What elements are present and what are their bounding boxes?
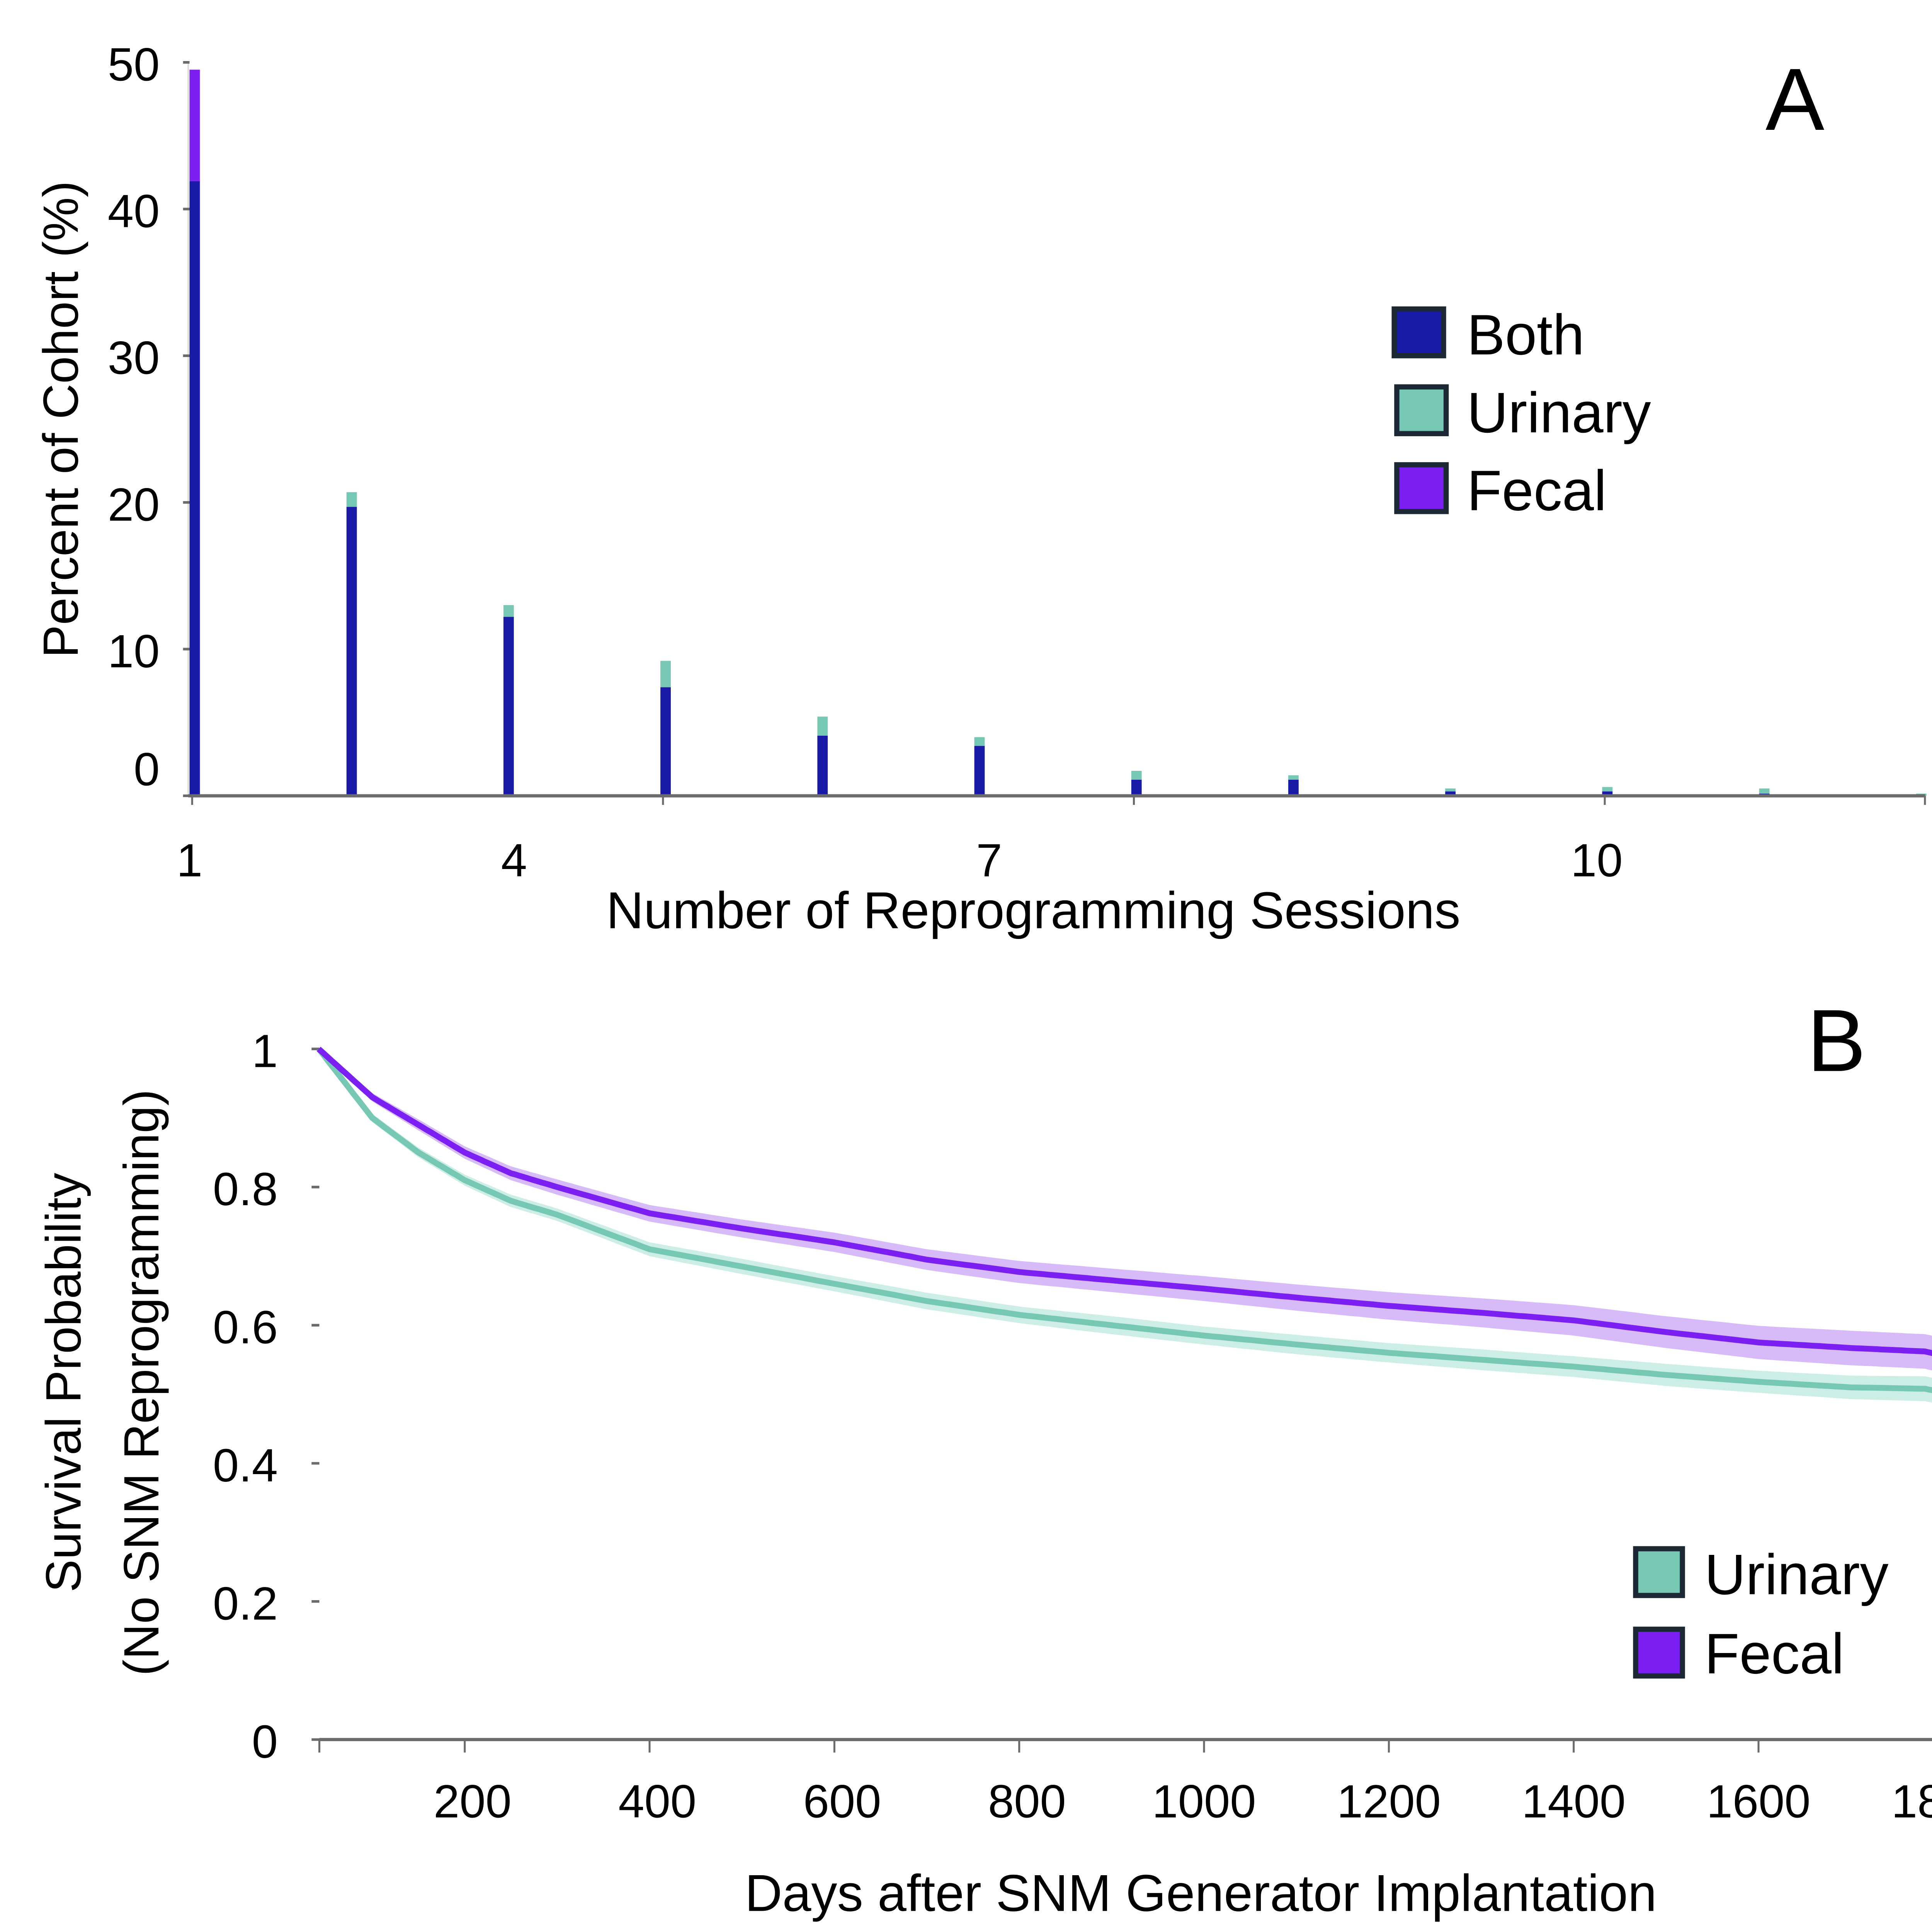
- legend-swatch-fecal: [1394, 462, 1449, 514]
- panel-b: B Survival Probability (No SNM Reprogram…: [36, 992, 1932, 1922]
- bar-both-10: [1602, 791, 1613, 796]
- bar-urinary-3: [503, 605, 514, 617]
- panel-a-y-tick-label: 40: [108, 185, 160, 237]
- legend-swatch-both: [1391, 306, 1446, 359]
- panel-b-y-tick-label: 0: [252, 1716, 278, 1768]
- panel-b-letter: B: [1807, 992, 1866, 1090]
- bar-both-4: [660, 687, 671, 796]
- legend-label-urinary: Urinary: [1704, 1543, 1888, 1607]
- panel-a-legend: Both Urinary Fecal: [1391, 303, 1651, 522]
- panel-b-y-axis-title-line2: (No SNM Reprogramming): [114, 1089, 169, 1676]
- bar-urinary-4: [660, 661, 671, 687]
- panel-a-y-tick-label: 0: [134, 743, 160, 796]
- panel-a-y-tick-label: 20: [108, 478, 160, 531]
- panel-a-y-tick-label: 50: [108, 38, 160, 90]
- panel-b-y-tick-label: 1: [252, 1025, 278, 1077]
- panel-b-x-tick-label: 200: [434, 1776, 512, 1828]
- panel-a-x-tick-label: 7: [976, 834, 1002, 886]
- panel-b-x-axis-title: Days after SNM Generator Implantation: [745, 1864, 1657, 1922]
- legend-label-fecal: Fecal: [1704, 1622, 1844, 1686]
- bar-urinary-2: [346, 492, 357, 507]
- bar-urinary-9: [1445, 788, 1456, 792]
- bar-urinary-5: [817, 716, 828, 736]
- legend-item-fecal: Fecal: [1394, 459, 1607, 522]
- bar-both-8: [1288, 779, 1299, 796]
- legend-item-fecal: Fecal: [1633, 1622, 1844, 1686]
- panel-b-y-axis: 0 0.2 0.4 0.6 0.8 1: [213, 1025, 320, 1768]
- panel-a-x-axis-title: Number of Reprogramming Sessions: [606, 881, 1461, 939]
- bar-fecal-1: [189, 70, 200, 181]
- panel-a-x-tick-label: 10: [1571, 834, 1623, 886]
- bar-both-3: [503, 617, 514, 796]
- legend-item-urinary: Urinary: [1394, 381, 1651, 445]
- legend-label-fecal: Fecal: [1467, 459, 1606, 522]
- bar-both-1: [189, 181, 200, 796]
- panel-a-y-tick-label: 30: [108, 332, 160, 384]
- panel-b-x-axis: 200 400 600 800 1000 1200 1400 1600 1800: [318, 1738, 1932, 1828]
- bar-urinary-11: [1759, 788, 1770, 794]
- mean-line-fecal: [316, 1047, 1932, 1356]
- panel-a-letter: A: [1765, 50, 1824, 149]
- panel-a-x-tick-label: 1: [177, 834, 202, 886]
- bar-both-9: [1445, 791, 1456, 796]
- bar-urinary-6: [974, 737, 985, 746]
- bar-both-7: [1131, 779, 1142, 796]
- mean-line-urinary: [316, 1047, 1932, 1393]
- legend-swatch-urinary: [1633, 1546, 1685, 1598]
- panel-b-x-tick-label: 800: [988, 1776, 1066, 1828]
- panel-b-x-tick-label: 1400: [1522, 1776, 1626, 1828]
- panel-a-y-axis-title: Percent of Cohort (%): [34, 181, 89, 658]
- panel-b-legend: Urinary Fecal: [1633, 1543, 1889, 1686]
- legend-swatch-fecal: [1633, 1626, 1685, 1679]
- bar-urinary-7: [1131, 771, 1142, 780]
- panel-b-y-tick-label: 0.6: [213, 1301, 278, 1354]
- panel-b-x-tick-label: 600: [803, 1776, 881, 1828]
- bar-both-5: [817, 735, 828, 796]
- bar-both-2: [346, 507, 357, 796]
- panel-b-x-tick-label: 1800: [1891, 1776, 1932, 1828]
- sd-band-urinary: [318, 1049, 1932, 1403]
- legend-item-urinary: Urinary: [1633, 1543, 1889, 1607]
- panel-b-y-axis-title-line1: Survival Probability: [36, 1173, 91, 1592]
- legend-swatch-urinary: [1394, 384, 1449, 436]
- panel-b-series: [316, 1047, 1932, 1403]
- panel-b-x-tick-label: 1000: [1152, 1776, 1256, 1828]
- panel-b-y-tick-label: 0.4: [213, 1439, 278, 1492]
- panel-a-x-axis: 1 4 7 10: [177, 794, 1926, 886]
- panel-a-y-axis: 0 10 20 30 40 50: [108, 38, 190, 797]
- panel-a-bars: [189, 70, 1927, 796]
- panel-b-x-tick-label: 400: [618, 1776, 696, 1828]
- bar-both-6: [974, 746, 985, 796]
- bar-urinary-10: [1602, 787, 1613, 792]
- legend-item-both: Both: [1391, 303, 1584, 367]
- legend-label-urinary: Urinary: [1467, 381, 1651, 445]
- panel-a-x-tick-label: 4: [501, 834, 527, 886]
- panel-b-x-tick-label: 1600: [1706, 1776, 1810, 1828]
- panel-b-y-tick-label: 0.8: [213, 1163, 278, 1215]
- legend-label-both: Both: [1467, 303, 1584, 367]
- panel-a: A Percent of Cohort (%) Number of Reprog…: [34, 38, 1927, 939]
- bar-urinary-8: [1288, 775, 1299, 780]
- panel-b-x-tick-label: 1200: [1337, 1776, 1441, 1828]
- panel-a-y-tick-label: 10: [108, 625, 160, 677]
- panel-b-y-tick-label: 0.2: [213, 1578, 278, 1630]
